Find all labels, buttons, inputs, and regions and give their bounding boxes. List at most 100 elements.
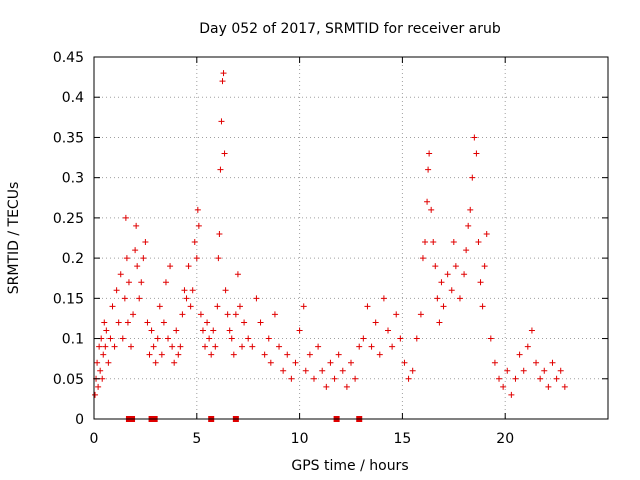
- data-point: [232, 311, 239, 318]
- data-point: [219, 78, 226, 85]
- data-point: [504, 367, 511, 374]
- x-tick-label: 0: [90, 431, 99, 447]
- data-point: [173, 327, 180, 334]
- data-point: [121, 295, 128, 302]
- data-point: [195, 222, 202, 229]
- chart-title: Day 052 of 2017, SRMTID for receiver aru…: [199, 21, 501, 37]
- data-point: [306, 351, 313, 358]
- data-point: [271, 311, 278, 318]
- ticks: 0 0.05 0.1 0.15 0.2 0.25 0.3 0.35 0.4 0.45 0 5 10 15 2…: [53, 50, 608, 447]
- y-tick-label: 0.2: [62, 251, 84, 267]
- data-point: [181, 287, 188, 294]
- data-point: [123, 255, 130, 262]
- data-point: [152, 359, 159, 366]
- data-point: [401, 359, 408, 366]
- data-point: [469, 174, 476, 181]
- data-point: [426, 150, 433, 157]
- y-tick-label: 0.1: [62, 332, 84, 348]
- data-point: [245, 335, 252, 342]
- data-point: [162, 279, 169, 286]
- data-point: [249, 343, 256, 350]
- data-point: [465, 222, 472, 229]
- data-point: [524, 343, 531, 350]
- data-point: [218, 118, 225, 125]
- data-point: [193, 255, 200, 262]
- data-point: [122, 214, 129, 221]
- data-point: [136, 295, 143, 302]
- data-point: [541, 367, 548, 374]
- y-tick-label: 0.4: [62, 90, 84, 106]
- data-point: [508, 391, 515, 398]
- data-point: [424, 198, 431, 205]
- data-point: [194, 206, 201, 213]
- data-point: [475, 239, 482, 246]
- data-point: [467, 206, 474, 213]
- data-point: [165, 335, 172, 342]
- data-point: [364, 303, 371, 310]
- data-point: [102, 343, 109, 350]
- data-point: [487, 335, 494, 342]
- data-point: [130, 311, 137, 318]
- data-point: [156, 303, 163, 310]
- grid: [94, 57, 608, 419]
- data-point: [103, 327, 110, 334]
- data-point: [292, 359, 299, 366]
- data-point: [500, 383, 507, 390]
- data-point: [109, 303, 116, 310]
- data-point: [430, 239, 437, 246]
- data-point: [557, 367, 564, 374]
- data-point: [331, 375, 338, 382]
- data-point: [197, 311, 204, 318]
- data-point: [212, 343, 219, 350]
- data-point: [315, 343, 322, 350]
- data-point: [456, 295, 463, 302]
- y-axis-label: SRMTID / TECUs: [6, 182, 22, 295]
- data-point: [276, 343, 283, 350]
- data-point: [169, 343, 176, 350]
- data-point: [302, 367, 309, 374]
- data-point: [471, 134, 478, 141]
- y-tick-label: 0.45: [53, 50, 84, 66]
- data-point: [463, 247, 470, 254]
- data-point: [428, 206, 435, 213]
- data-point: [528, 327, 535, 334]
- x-axis-label: GPS time / hours: [291, 458, 408, 474]
- data-point: [222, 287, 229, 294]
- data-point: [228, 335, 235, 342]
- data-point: [413, 335, 420, 342]
- data-point: [450, 239, 457, 246]
- data-point: [348, 359, 354, 366]
- data-point: [204, 319, 211, 326]
- data-point: [150, 343, 157, 350]
- data-point: [160, 319, 167, 326]
- data-point: [533, 359, 540, 366]
- data-point: [545, 383, 552, 390]
- data-point: [142, 239, 149, 246]
- data-point: [393, 311, 400, 318]
- data-point: [422, 239, 429, 246]
- data-point: [425, 166, 432, 173]
- data-point: [257, 319, 264, 326]
- x-tick-label: 20: [496, 431, 514, 447]
- data-point: [217, 166, 224, 173]
- data-point: [241, 319, 248, 326]
- data-point: [214, 303, 221, 310]
- data-point: [280, 367, 287, 374]
- data-point: [221, 150, 228, 157]
- data-point: [419, 255, 426, 262]
- data-point: [343, 383, 350, 390]
- data-point: [405, 375, 412, 382]
- data-point: [105, 359, 112, 366]
- data-point: [208, 351, 215, 358]
- data-point: [187, 303, 194, 310]
- data-point: [296, 327, 303, 334]
- data-point: [124, 319, 131, 326]
- data-point: [138, 279, 145, 286]
- data-point: [189, 287, 196, 294]
- data-point: [372, 319, 379, 326]
- data-point: [496, 375, 503, 382]
- data-point: [356, 343, 363, 350]
- data-point: [339, 367, 346, 374]
